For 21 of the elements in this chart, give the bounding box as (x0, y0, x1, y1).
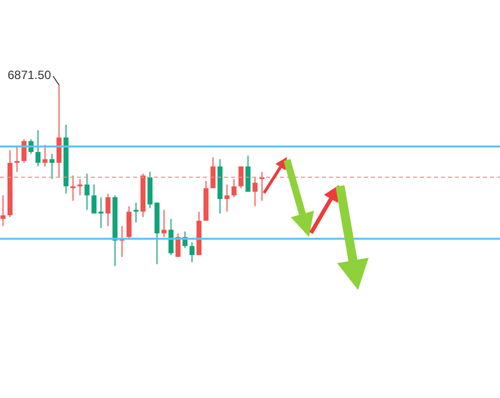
candlestick (168, 218, 174, 256)
candlestick (50, 153, 55, 180)
candlestick (78, 178, 83, 196)
candlestick (98, 196, 104, 228)
candlestick (238, 166, 244, 189)
candlestick (42, 144, 48, 167)
candlestick (176, 232, 181, 258)
candlestick (84, 173, 90, 210)
candlestick (106, 193, 111, 227)
candlestick (22, 138, 27, 164)
candlestick (224, 184, 230, 212)
candlestick (190, 242, 195, 263)
text: 6871.50 (8, 68, 52, 82)
candlestick (14, 146, 20, 172)
candlestick (210, 156, 216, 189)
candlestick (0, 194, 6, 227)
candlestick (92, 184, 97, 214)
candlestick (232, 178, 237, 198)
candlestick (36, 130, 41, 167)
candlestick (162, 209, 167, 238)
candlestick (252, 176, 258, 207)
